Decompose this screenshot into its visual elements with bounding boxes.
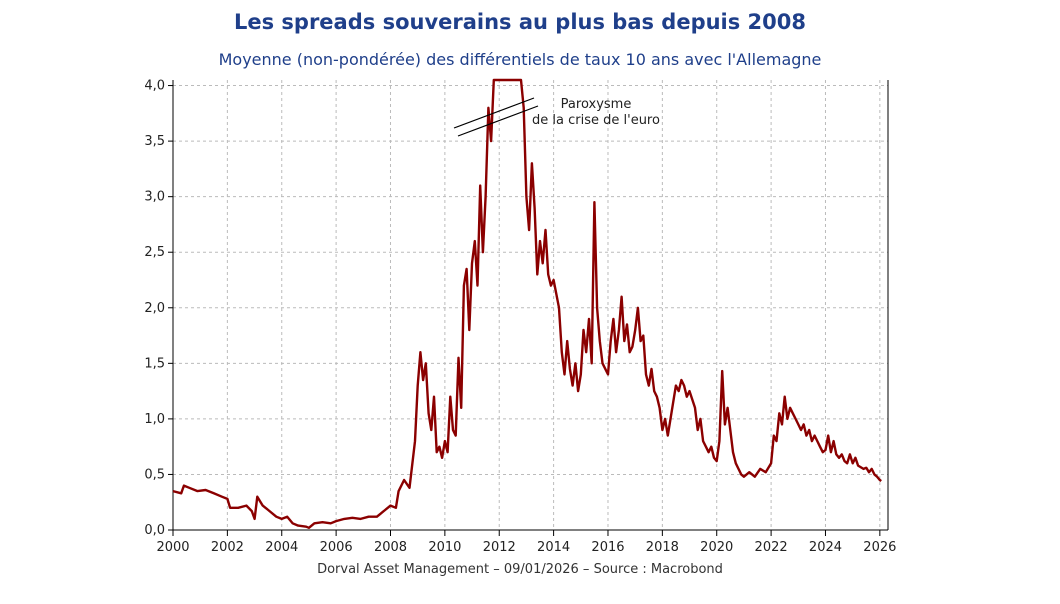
y-tick-label: 0,0	[144, 523, 165, 538]
annotation-text-line2: de la crise de l'euro	[532, 113, 660, 128]
grid	[173, 80, 888, 530]
y-tick-label: 3,0	[144, 190, 165, 205]
x-tick-label: 2020	[700, 540, 733, 555]
x-tick-label: 2018	[646, 540, 679, 555]
chart-subtitle: Moyenne (non-pondérée) des différentiels…	[218, 50, 822, 69]
source-note: Dorval Asset Management – 09/01/2026 – S…	[317, 562, 723, 577]
y-tick-label: 1,0	[144, 412, 165, 427]
y-tick-labels: 0,0 0,5 1,0 1,5 2,0 2,5 3,0 3,5 4,0	[144, 79, 165, 538]
x-tick-label: 2016	[591, 540, 624, 555]
chart-title: Les spreads souverains au plus bas depui…	[233, 10, 807, 34]
annotation-line-upper	[453, 97, 535, 129]
axes	[168, 80, 889, 536]
x-tick-label: 2010	[428, 540, 461, 555]
x-tick-label: 2008	[374, 540, 407, 555]
x-tick-label: 2024	[809, 540, 842, 555]
annotation-line-lower	[457, 105, 539, 137]
x-tick-label: 2004	[265, 540, 298, 555]
x-tick-label: 2002	[211, 540, 244, 555]
y-tick-label: 2,5	[144, 245, 165, 260]
series-line	[172, 78, 882, 529]
annotation-text-line1: Paroxysme	[561, 97, 632, 112]
x-tick-labels: 2000 2002 2004 2006 2008 2010 2012 2014 2016 2018…	[156, 540, 896, 555]
series-layer	[172, 78, 882, 529]
y-tick-label: 0,5	[144, 467, 165, 482]
x-tick-label: 2026	[863, 540, 896, 555]
y-tick-label: 1,5	[144, 356, 165, 371]
x-tick-label: 2000	[156, 540, 189, 555]
x-tick-label: 2006	[320, 540, 353, 555]
x-tick-label: 2014	[537, 540, 570, 555]
y-tick-label: 4,0	[144, 79, 165, 94]
x-tick-label: 2022	[755, 540, 788, 555]
y-tick-label: 2,0	[144, 301, 165, 316]
annotation: Paroxysme de la crise de l'euro	[453, 97, 660, 137]
y-tick-label: 3,5	[144, 134, 165, 149]
x-tick-label: 2012	[483, 540, 516, 555]
